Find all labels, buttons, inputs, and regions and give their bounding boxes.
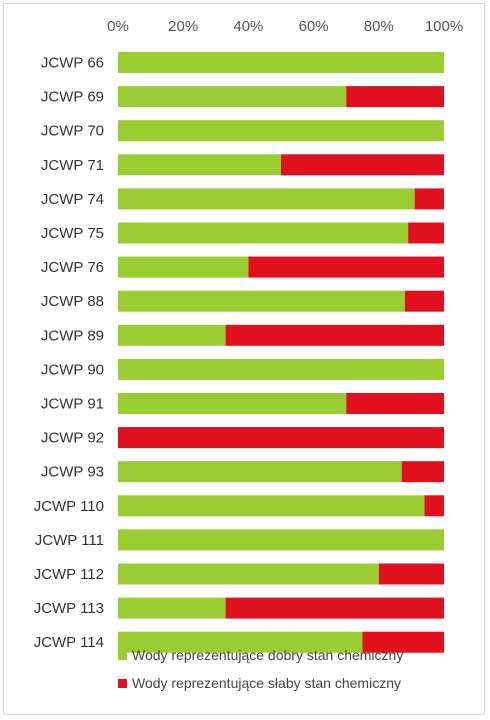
category-label: JCWP 114	[34, 634, 104, 651]
x-tick-label: 20%	[168, 18, 198, 35]
category-label: JCWP 92	[41, 430, 104, 447]
category-label: JCWP 75	[41, 225, 104, 242]
bar-segment-good	[118, 188, 415, 210]
bar-segment-good	[118, 324, 226, 346]
bar-segment-poor	[346, 393, 444, 414]
bar-segment-poor	[225, 597, 444, 619]
bar-segment-good	[118, 597, 226, 619]
category-label: JCWP 91	[41, 396, 104, 413]
bar-segment-good	[118, 290, 405, 312]
bar-segment-good	[118, 495, 425, 517]
category-label: JCWP 90	[41, 361, 104, 378]
x-tick-label: 0%	[107, 18, 129, 35]
category-label: JCWP 74	[41, 191, 104, 208]
legend-swatch-poor	[118, 679, 127, 688]
bar-segment-good	[118, 393, 347, 414]
legend-label-poor: Wody reprezentujące słaby stan chemiczny	[132, 675, 401, 691]
x-tick-label: 60%	[299, 18, 329, 35]
category-label: JCWP 76	[41, 259, 104, 276]
bar-segment-good	[118, 86, 347, 108]
bar-segment-poor	[248, 256, 444, 278]
bar-segment-poor	[414, 188, 444, 210]
category-label: JCWP 66	[41, 55, 104, 72]
bar-segment-good	[118, 120, 444, 142]
legend-label-good: Wody reprezentujące dobry stan chemiczny	[132, 647, 403, 663]
category-label: JCWP 112	[34, 566, 104, 583]
bar-segment-good	[118, 154, 281, 176]
category-label: JCWP 93	[41, 464, 104, 481]
bar-segment-poor	[362, 631, 444, 653]
category-label: JCWP 111	[35, 532, 104, 549]
bar-segment-poor	[346, 86, 444, 108]
bar-segment-good	[118, 52, 444, 73]
chart-frame	[3, 3, 485, 715]
bar-segment-poor	[281, 154, 444, 176]
bar-segment-poor	[401, 461, 444, 483]
x-axis-ticks: 0% 20% 40% 60% 80% 100%	[107, 18, 463, 35]
category-labels: JCWP 66 JCWP 69 JCWP 70 JCWP 71 JCWP 74 JCWP …	[34, 55, 104, 652]
category-label: JCWP 88	[41, 293, 104, 310]
x-tick-label: 80%	[364, 18, 394, 35]
x-tick-label: 40%	[233, 18, 263, 35]
bars	[118, 52, 444, 653]
category-label: JCWP 89	[41, 327, 104, 344]
category-label: JCWP 110	[34, 498, 104, 515]
legend-swatch-good	[118, 651, 127, 660]
category-label: JCWP 113	[34, 600, 104, 617]
bar-segment-poor	[404, 290, 444, 312]
legend: Wody reprezentujące dobry stan chemiczny…	[118, 647, 403, 691]
bar-segment-poor	[408, 222, 444, 244]
bar-segment-poor	[424, 495, 444, 517]
bar-segment-good	[118, 461, 402, 483]
category-label: JCWP 71	[41, 157, 104, 174]
bar-segment-poor	[118, 427, 444, 449]
bar-segment-poor	[225, 324, 444, 346]
bar-segment-good	[118, 358, 444, 380]
bar-segment-good	[118, 222, 409, 244]
bar-segment-good	[118, 563, 379, 585]
x-tick-label: 100%	[425, 18, 463, 35]
bar-segment-good	[118, 256, 249, 278]
bar-segment-poor	[378, 563, 444, 585]
category-label: JCWP 69	[41, 89, 104, 106]
bar-segment-good	[118, 529, 444, 551]
category-label: JCWP 70	[41, 123, 104, 140]
bar-segment-good	[118, 631, 363, 653]
